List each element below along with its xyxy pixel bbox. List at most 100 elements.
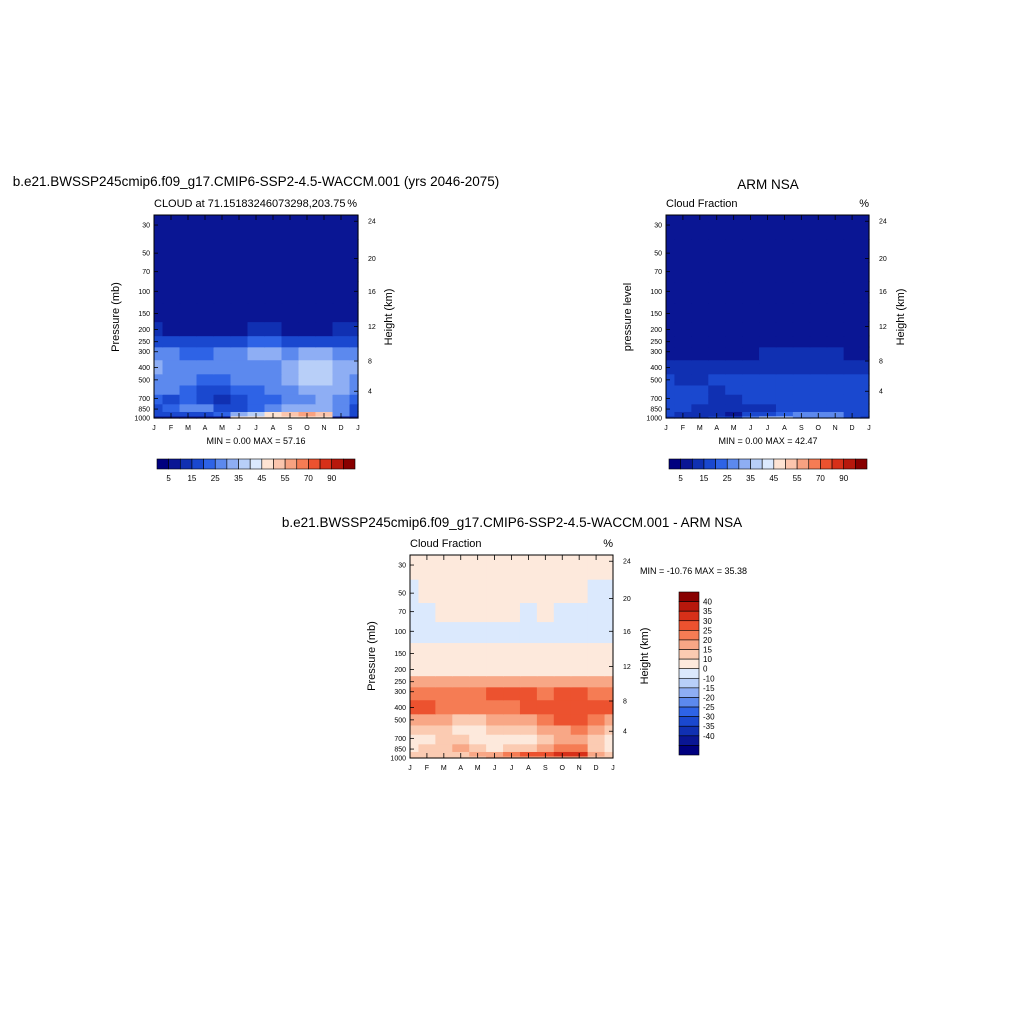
panel-diff-cell	[435, 661, 453, 677]
panel-obs-colorbar-swatch	[691, 458, 705, 470]
panel-diff-ytick-label: 500	[394, 717, 406, 724]
panel-obs-xtick-label: A	[782, 425, 787, 432]
panel-obs-cell	[843, 346, 862, 361]
panel-model-cell	[281, 359, 300, 375]
panel-model-cell	[281, 302, 300, 323]
panel-obs-colorbar-swatch	[843, 458, 856, 470]
panel-diff-xtick-label: M	[475, 765, 481, 772]
panel-diff-cell	[536, 555, 555, 580]
panel-diff-cell	[570, 734, 589, 745]
panel-obs-cell	[691, 321, 709, 337]
panel-obs-colorbar-swatch	[761, 458, 775, 470]
panel-diff-cell	[519, 602, 538, 623]
panel-model-cell	[264, 384, 283, 395]
panel-diff-cell	[519, 713, 538, 726]
panel-obs-cell	[826, 239, 845, 263]
panel-obs-ytick-label: 50	[654, 251, 662, 258]
panel-model-xtick-label: M	[185, 425, 191, 432]
panel-model-cell	[179, 384, 198, 395]
panel-obs-colorbar-label: 45	[769, 474, 778, 483]
panel-obs-cell	[742, 359, 760, 375]
panel-model-ytick-right-label: 20	[368, 256, 376, 263]
panel-obs-ytick-right-label: 16	[879, 289, 887, 296]
panel-diff-cell	[435, 724, 453, 735]
panel-diff-cell	[570, 675, 589, 688]
panel-diff-ytick-right-label: 16	[623, 629, 631, 636]
panel-diff-title: b.e21.BWSSP245cmip6.f09_g17.CMIP6-SSP2-4…	[282, 515, 742, 530]
panel-diff-cell	[452, 686, 470, 701]
panel-model-colorbar-label: 15	[187, 474, 196, 483]
panel-model-cell	[179, 394, 198, 405]
panel-diff-ylabel: Pressure (mb)	[366, 621, 378, 691]
panel-diff-cell	[410, 743, 420, 752]
panel-model-cell	[162, 215, 181, 240]
panel-diff-cell	[452, 602, 470, 623]
panel-obs-cell	[826, 281, 845, 304]
panel-obs-cell	[666, 359, 676, 375]
panel-model-cell	[162, 262, 181, 283]
panel-diff-cell	[435, 555, 453, 580]
panel-obs-colorbar-swatch	[855, 458, 868, 470]
panel-model-cell	[332, 373, 351, 386]
panel-obs-cell	[843, 403, 862, 412]
panel-model-cell	[332, 346, 351, 361]
panel-diff-cell	[418, 579, 436, 603]
panel-model-cell	[179, 262, 198, 283]
panel-obs-cell	[775, 384, 794, 395]
panel-model-cell	[349, 215, 359, 240]
panel-model-cell	[349, 321, 359, 337]
panel-model-cell	[264, 373, 283, 386]
panel-obs-cell	[674, 359, 692, 375]
panel-model-cell	[264, 215, 283, 240]
panel-diff-cell	[503, 699, 521, 715]
panel-model-ytick-label: 50	[142, 251, 150, 258]
panel-model-cell	[213, 302, 232, 323]
panel-model-cell	[230, 394, 249, 405]
panel-diff-cell	[570, 642, 589, 663]
panel-model-cell	[154, 415, 164, 419]
panel-obs-cell	[809, 262, 828, 283]
panel-model-colorbar-label: 45	[257, 474, 266, 483]
panel-model-xtick-label: D	[338, 425, 343, 432]
panel-obs-ytick-right-label: 8	[879, 359, 883, 366]
panel-diff-cell	[469, 724, 487, 735]
panel-diff-cell	[486, 621, 504, 644]
panel-diff-cell	[604, 661, 614, 677]
panel-model-cell	[332, 394, 351, 405]
panel-diff-cell	[604, 699, 614, 715]
panel-obs-cell	[792, 239, 811, 263]
panel-obs-xtick-label: J	[867, 425, 871, 432]
panel-diff-cell	[553, 713, 572, 726]
panel-model-cell	[196, 384, 215, 395]
panel-model-cell	[298, 281, 317, 304]
panel-obs-colorbar-label: 55	[793, 474, 802, 483]
panel-diff-cell	[469, 675, 487, 688]
panel-diff-xtick-label: J	[493, 765, 497, 772]
panel-diff-cell	[503, 555, 521, 580]
panel-obs-cell	[674, 262, 692, 283]
panel-obs-cell	[860, 411, 870, 417]
panel-obs-cell	[674, 384, 692, 395]
panel-obs-cell	[843, 335, 862, 348]
panel-diff-cell	[536, 642, 555, 663]
panel-diff-cell	[418, 675, 436, 688]
panel-obs-cell	[674, 321, 692, 337]
panel-model-cell	[315, 403, 334, 412]
panel-model-cell	[349, 262, 359, 283]
panel-obs-cell	[666, 384, 676, 395]
panel-diff-cell	[469, 699, 487, 715]
panel-obs-cell	[691, 373, 709, 386]
panel-obs-ylabel: pressure level	[622, 283, 634, 351]
panel-obs-cell	[725, 262, 743, 283]
panel-model-cell	[332, 335, 351, 348]
panel-diff-cell	[410, 724, 420, 735]
panel-model-colorbar-label: 70	[304, 474, 313, 483]
panel-obs-cell	[809, 346, 828, 361]
panel-obs-cell	[809, 215, 828, 240]
panel-model-ytick-label: 150	[138, 311, 150, 318]
panel-model-cell	[162, 321, 181, 337]
panel-model-ytick-label: 70	[142, 269, 150, 276]
panel-obs-cell	[708, 384, 726, 395]
panel-obs-colorbar-swatch	[703, 458, 716, 470]
